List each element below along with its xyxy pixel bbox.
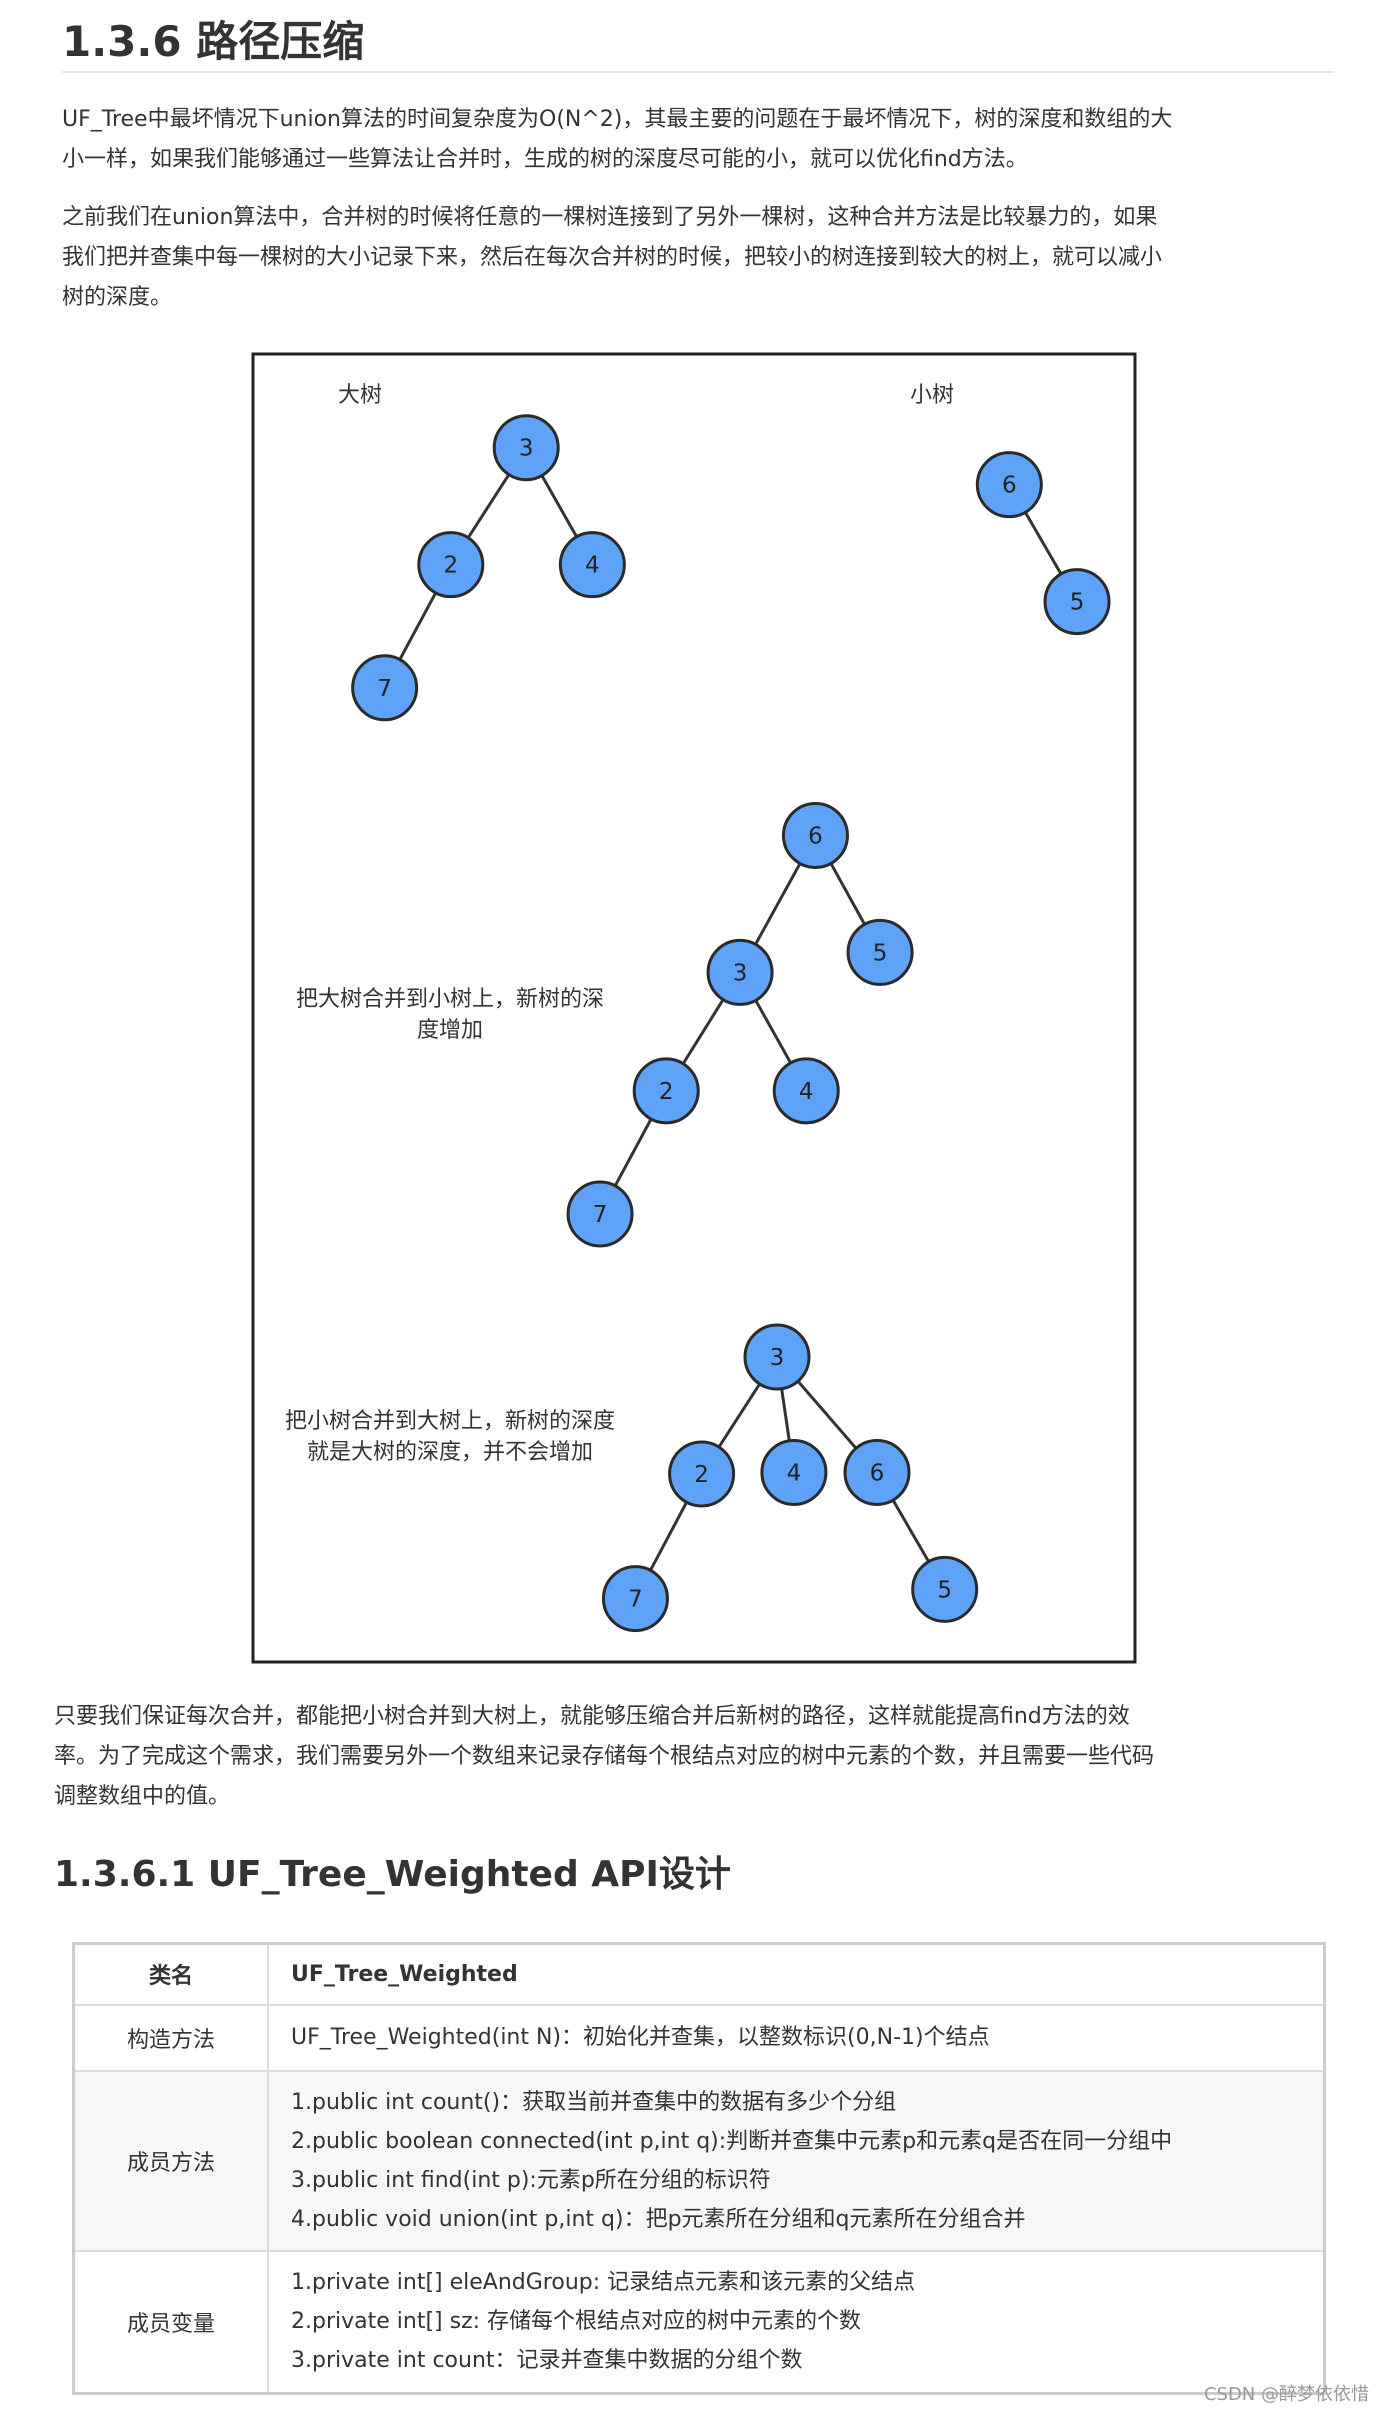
node	[975, 451, 1043, 519]
table-row: 成员方法 1.public int count()：获取当前并查集中的数据有多少个…	[72, 2069, 1326, 2252]
cell: 类名	[72, 1942, 269, 2006]
cell: UF_Tree_Weighted	[267, 1942, 1326, 2006]
paragraph: 只要我们保证每次合并，都能把小树合并到大树上，就能够压缩合并后新树的路径，这样就…	[54, 1697, 1154, 1817]
node-label: 4	[799, 1079, 814, 1105]
node	[772, 1057, 840, 1125]
rule	[62, 71, 1334, 73]
node-label: 5	[937, 1577, 952, 1603]
cell-line: 2.private int[] sz: 存储每个根结点对应的树中元素的个数	[291, 2309, 862, 2335]
line: 之前我们在union算法中，合并树的时候将任意的一棵树连接到了另外一棵树，这种合…	[62, 205, 1158, 230]
node-label: 3	[770, 1345, 785, 1371]
cell-line: 3.public int find(int p):元素p所在分组的标识符	[291, 2167, 771, 2193]
line: 度增加	[416, 1018, 483, 1043]
node	[843, 1438, 911, 1506]
node	[558, 531, 626, 599]
line: 树的深度。	[62, 285, 173, 310]
footer: CSDN @醉梦依依惜	[1203, 2384, 1369, 2405]
cell: 1.public int count()：获取当前并查集中的数据有多少个分组 2.…	[267, 2069, 1326, 2252]
node	[911, 1555, 979, 1623]
line: 就是大树的深度，并不会增加	[306, 1440, 593, 1465]
cell-line: 1.public int count()：获取当前并查集中的数据有多少个分组	[291, 2089, 897, 2115]
table-row: 构造方法 UF_Tree_Weighted(int N)：初始化并查集，以整数标识…	[72, 2003, 1326, 2072]
node	[417, 531, 485, 599]
node-label: 2	[694, 1462, 709, 1488]
heading: 1.3.6 路径压缩	[62, 17, 365, 66]
line: 把大树合并到小树上，新树的深	[295, 987, 604, 1012]
node-label: 5	[1070, 590, 1085, 616]
node	[351, 654, 419, 722]
node-label: 3	[519, 436, 534, 462]
cell: UF_Tree_Weighted(int N)：初始化并查集，以整数标识(0,N…	[267, 2003, 1326, 2072]
line: 只要我们保证每次合并，都能把小树合并到大树上，就能够压缩合并后新树的路径，这样就…	[54, 1704, 1130, 1729]
cell: 1.private int[] eleAndGroup: 记录结点元素和该元素的…	[267, 2249, 1326, 2395]
node	[1043, 568, 1111, 636]
cell-line: 4.public void union(int p,int q)：把p元素所在分…	[291, 2206, 1026, 2232]
subheading: 1.3.6.1 UF_Tree_Weighted API设计	[54, 1854, 731, 1895]
node-label: 6	[870, 1460, 885, 1486]
paragraph: UF_Tree中最坏情况下union算法的时间复杂度为O(N^2)，其最主要的问…	[62, 100, 1172, 180]
cell: 构造方法	[72, 2003, 269, 2072]
node-label: 3	[733, 960, 748, 986]
cell: 成员变量	[72, 2249, 269, 2395]
node-label: 4	[585, 553, 600, 579]
line: 把小树合并到大树上，新树的深度	[284, 1409, 615, 1434]
node-label: 6	[808, 823, 823, 849]
node-label: 7	[377, 676, 392, 702]
cell-line: 2.public boolean connected(int p,int q):…	[291, 2128, 1173, 2154]
node	[781, 801, 849, 869]
caption: 把大树合并到小树上，新树的深 度增加	[250, 984, 650, 1046]
node	[566, 1180, 634, 1248]
line: 我们把并查集中每一棵树的大小记录下来，然后在每次合并树的时候，把较小的树连接到较…	[62, 245, 1163, 270]
node-label: 2	[443, 553, 458, 579]
cell: 成员方法	[72, 2069, 269, 2252]
node-label: 7	[593, 1202, 608, 1228]
line: 调整数组中的值。	[54, 1784, 231, 1809]
label: 小树	[910, 383, 955, 408]
node-label: 4	[787, 1460, 802, 1486]
label: 大树	[338, 383, 383, 408]
node	[760, 1438, 828, 1506]
cell-line: UF_Tree_Weighted	[291, 1961, 518, 1987]
node	[846, 918, 914, 986]
node	[706, 938, 774, 1006]
table-row: 类名 UF_Tree_Weighted	[72, 1942, 1326, 2006]
line: 小一样，如果我们能够通过一些算法让合并时，生成的树的深度尽可能的小，就可以优化f…	[62, 147, 1028, 172]
table-row: 成员变量 1.private int[] eleAndGroup: 记录结点元素和…	[72, 2249, 1326, 2395]
node-label: 6	[1002, 473, 1017, 499]
cell-line: UF_Tree_Weighted(int N)：初始化并查集，以整数标识(0,N…	[291, 2025, 990, 2050]
node-label: 7	[628, 1587, 643, 1613]
diagram-frame	[251, 352, 1137, 1664]
caption: 把小树合并到大树上，新树的深度 就是大树的深度，并不会增加	[240, 1406, 660, 1468]
api-table: 类名 UF_Tree_Weighted 构造方法 UF_Tree_Weighted(i…	[72, 1942, 1326, 2395]
line: 率。为了完成这个需求，我们需要另外一个数组来记录存储每个根结点对应的树中元素的个…	[54, 1744, 1155, 1769]
node	[492, 414, 560, 482]
node-label: 2	[659, 1079, 674, 1105]
node	[668, 1440, 736, 1508]
node-label: 5	[873, 940, 888, 966]
node	[743, 1323, 811, 1391]
cell-line: 1.private int[] eleAndGroup: 记录结点元素和该元素的…	[291, 2270, 916, 2296]
line: UF_Tree中最坏情况下union算法的时间复杂度为O(N^2)，其最主要的问…	[62, 107, 1173, 132]
paragraph: 之前我们在union算法中，合并树的时候将任意的一棵树连接到了另外一棵树，这种合…	[62, 198, 1162, 318]
cell-line: 3.private int count：记录并查集中数据的分组个数	[291, 2348, 803, 2374]
node	[632, 1057, 700, 1125]
node	[601, 1565, 669, 1633]
